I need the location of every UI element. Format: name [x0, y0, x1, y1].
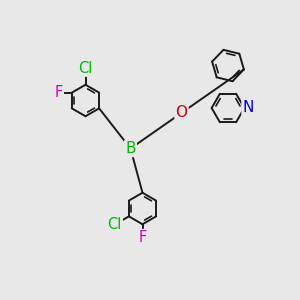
Text: Cl: Cl [78, 61, 93, 76]
Text: Cl: Cl [107, 217, 122, 232]
Text: O: O [176, 105, 188, 120]
Text: F: F [55, 85, 63, 100]
Text: B: B [125, 141, 136, 156]
Text: N: N [243, 100, 254, 116]
Text: F: F [138, 230, 147, 245]
